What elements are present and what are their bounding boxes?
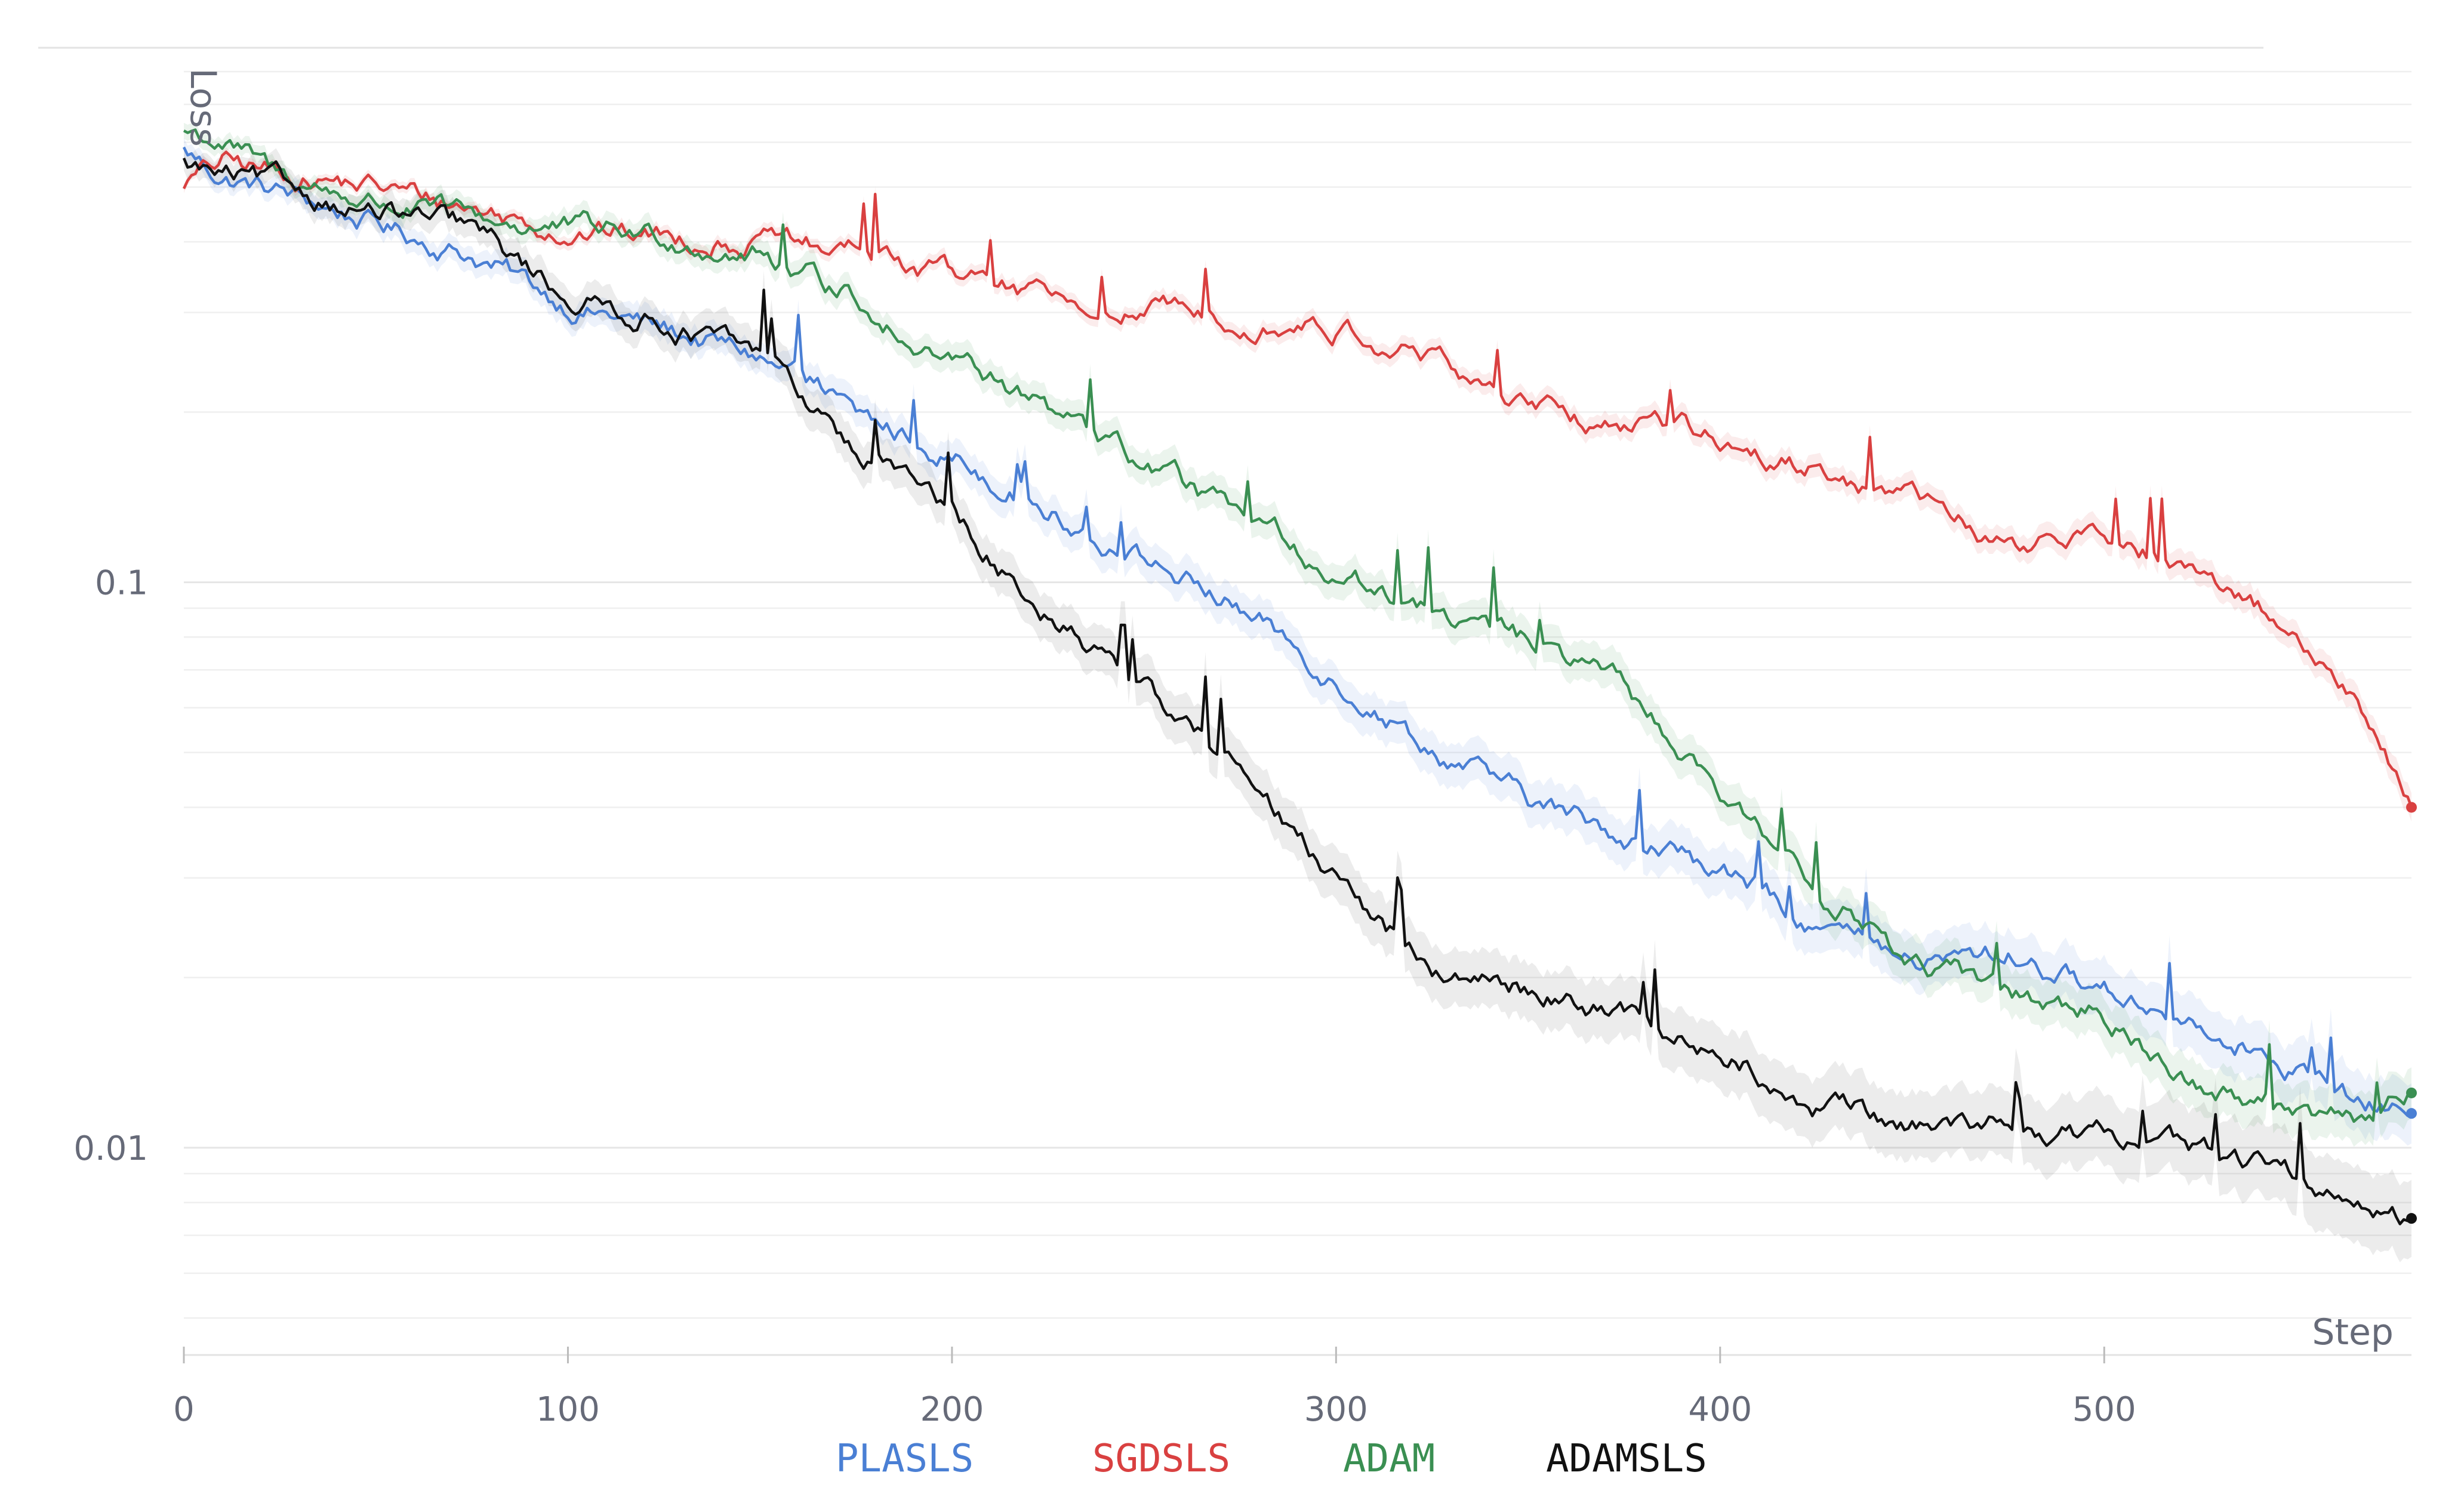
series-lines bbox=[182, 128, 2417, 1225]
x-tick-label: 300 bbox=[1304, 1390, 1368, 1429]
legend-item-adam[interactable]: ADAM bbox=[1343, 1437, 1435, 1481]
grid bbox=[184, 70, 2411, 1319]
series-line-adam bbox=[183, 128, 2413, 1123]
legend-item-sgdsls[interactable]: SGDSLS bbox=[1092, 1437, 1230, 1481]
series-endpoint-adam bbox=[2406, 1087, 2417, 1098]
series-line-adamsls bbox=[182, 158, 2413, 1225]
x-tick-label: 0 bbox=[173, 1390, 195, 1429]
legend[interactable]: PLASLS SGDSLS ADAM ADAMSLS bbox=[836, 1437, 1707, 1481]
x-tick-label: 200 bbox=[920, 1390, 984, 1429]
legend-item-adamsls[interactable]: ADAMSLS bbox=[1546, 1437, 1707, 1481]
series-endpoint-sgdsls bbox=[2406, 802, 2417, 813]
series-endpoint-plasls bbox=[2406, 1108, 2417, 1119]
legend-item-plasls[interactable]: PLASLS bbox=[836, 1437, 974, 1481]
confidence-bands bbox=[184, 121, 2411, 1262]
band-adamsls bbox=[184, 146, 2411, 1262]
series-endpoint-adamsls bbox=[2406, 1213, 2417, 1224]
y-tick-label: 0.01 bbox=[73, 1129, 148, 1168]
x-tick-label: 100 bbox=[536, 1390, 600, 1429]
x-axis-title: Step bbox=[2312, 1311, 2394, 1353]
band-plasls bbox=[184, 137, 2411, 1146]
axes bbox=[38, 47, 2411, 1363]
y-axis-title: Loss bbox=[182, 68, 224, 147]
series-line-sgdsls bbox=[182, 150, 2413, 808]
y-tick-label: 0.1 bbox=[95, 563, 148, 602]
tick-labels: 0 100 200 300 400 500 0.1 0.01 Step Loss bbox=[73, 68, 2394, 1429]
series-line-plasls bbox=[182, 146, 2413, 1117]
x-tick-label: 500 bbox=[2072, 1390, 2136, 1429]
x-tick-label: 400 bbox=[1688, 1390, 1752, 1429]
